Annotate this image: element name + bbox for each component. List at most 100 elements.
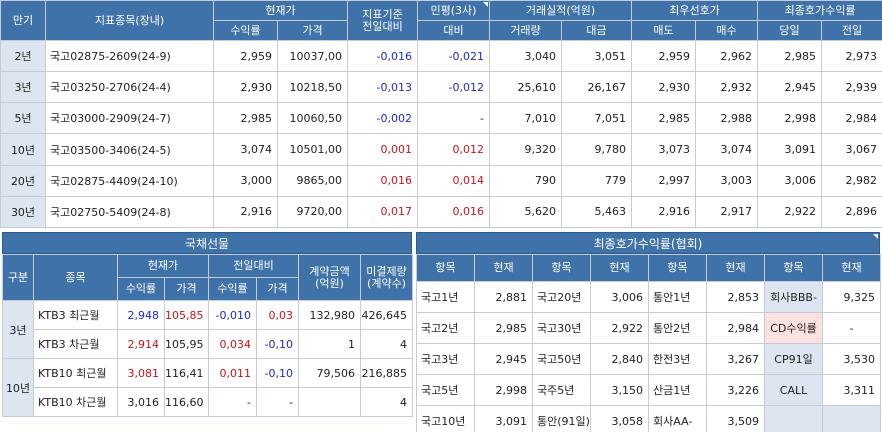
header-current: 현재가 [213, 0, 348, 21]
yield-change-cell: 0,011 [208, 358, 257, 388]
price-cell: 10218,50 [277, 71, 348, 104]
rate-item-cell[interactable]: 통안(91일) [532, 405, 591, 432]
issue-cell[interactable]: 국고02875-4409(24-10) [45, 164, 214, 197]
issue-cell[interactable]: 국고02750-5409(24-8) [45, 195, 214, 229]
table-row[interactable]: KTB3 차근월 2,914 105,95 0,034 -0,10 1 4 [3, 329, 414, 359]
bid-cell: 3,003 [694, 164, 759, 197]
rate-value-cell: 3,091 [474, 405, 533, 432]
header-tenor: 만기 [0, 0, 46, 41]
issue-cell[interactable]: 국고03500-3406(24-5) [45, 133, 214, 166]
rate-value-cell: 2,984 [706, 312, 765, 344]
rate-item-cell[interactable]: 통안1년 [648, 281, 707, 313]
table-row[interactable]: 10년 KTB10 최근월 3,081 116,41 0,011 -0,10 79,506 2… [2, 358, 414, 417]
rate-value-cell: 3,006 [590, 281, 649, 313]
futures-panel-title: 국채선물 [2, 232, 412, 254]
price-cell: 116,41 [164, 358, 209, 388]
header-price-change: 가격 [255, 277, 300, 301]
min-avg-diff-cell: 0,012 [417, 133, 490, 166]
rate-item-cell[interactable]: 회사AA- [648, 405, 707, 432]
rate-item-cell[interactable]: 국고5년 [416, 374, 475, 406]
header-item: 항목 [764, 254, 823, 282]
table-row[interactable]: 5년 국고03000-2909(24-7) 2,985 10060,50 -0,002-… [0, 102, 882, 135]
futures-item-cell[interactable]: KTB10 차근월 [33, 387, 118, 417]
header-current: 현재 [474, 254, 533, 282]
benchmark-bond-table: 만기 지표종목(장내) 현재가 지표기준 전일대비 민평(3사) 거래실적(억원… [0, 0, 882, 229]
yield-cell: 2,948 [117, 300, 165, 330]
ask-cell: 2,959 [631, 39, 696, 73]
table-row[interactable]: 10년 국고03500-3406(24-5) 3,074 10501,00 0,001 0… [0, 133, 882, 166]
header-yield: 수익률 [213, 20, 278, 41]
header-group: 구분 [2, 254, 34, 301]
ask-cell: 3,073 [631, 133, 696, 166]
rate-item-cell[interactable]: CD수익률 [764, 312, 823, 344]
tenor-cell: 20년 [0, 164, 46, 197]
today-yield-cell: 2,945 [757, 71, 823, 104]
header-yield: 수익률 [117, 277, 165, 301]
amount-cell: 9,780 [561, 133, 632, 166]
price-cell: 116,60 [164, 387, 209, 417]
yield-cell: 3,016 [117, 387, 165, 417]
issue-cell[interactable]: 국고03000-2909(24-7) [45, 102, 214, 135]
futures-item-cell[interactable]: KTB10 최근월 [33, 358, 118, 388]
price-cell: 9720,00 [277, 195, 348, 229]
volume-cell: 7,010 [489, 102, 562, 135]
table-row[interactable]: 3년 국고03250-2706(24-4) 2,930 10218,50 -0,013-… [0, 71, 882, 104]
header-volume-group: 거래실적(억원) [489, 0, 632, 21]
rate-item-cell[interactable]: 산금1년 [648, 374, 707, 406]
ask-cell: 2,930 [631, 71, 696, 104]
futures-item-cell[interactable]: KTB3 최근월 [33, 300, 118, 330]
rate-item-cell[interactable]: 통안2년 [648, 312, 707, 344]
rate-item-cell[interactable]: 한전3년 [648, 343, 707, 375]
table-row[interactable]: 3년 KTB3 최근월 2,948 105,85 -0,010 0,03 132,980 42… [2, 300, 414, 359]
futures-table: 구분 종목 현재가 전일대비 계약금액 (억원) 미결제량 (계약수) 수익률 … [2, 254, 414, 417]
min-avg-diff-cell: -0,021 [417, 39, 490, 73]
issue-cell[interactable]: 국고03250-2706(24-4) [45, 71, 214, 104]
prev-yield-cell: 2,984 [821, 102, 882, 135]
rate-item-cell[interactable]: 국고1년 [416, 281, 475, 313]
rate-item-cell[interactable]: 국고10년 [416, 405, 475, 432]
rate-item-cell[interactable]: CP91일 [764, 343, 823, 375]
rate-item-cell[interactable]: 국고20년 [532, 281, 591, 313]
header-item: 항목 [532, 254, 591, 282]
header-price: 가격 [277, 20, 348, 41]
table-row: 국고2년 2,985 국고30년 2,922 통안2년 2,984 CD수익률 - [416, 312, 881, 344]
contract-amount-cell: 132,980 [298, 300, 362, 330]
rate-item-cell[interactable] [764, 405, 823, 432]
group-cell: 3년 [2, 300, 34, 359]
amount-cell: 3,051 [561, 39, 632, 73]
amount-cell: 779 [561, 164, 632, 197]
table-row[interactable]: KTB10 차근월 3,016 116,60- -4 [3, 387, 414, 417]
rate-value-cell: 3,226 [706, 374, 765, 406]
rate-item-cell[interactable]: 회사BBB- [764, 281, 823, 313]
header-contract-amount: 계약금액 (억원) [298, 254, 362, 301]
rate-value-cell: 2,922 [590, 312, 649, 344]
final-quote-yield-table: 항목 현재 항목 현재 항목 현재 항목 현재 국고1년 2,881 국고20년 3,006 통안1년… [416, 254, 881, 432]
futures-item-cell[interactable]: KTB3 차근월 [33, 329, 118, 359]
header-current: 현재가 [117, 254, 209, 278]
header-volume: 거래량 [489, 20, 562, 41]
yield-cell: 3,074 [213, 133, 278, 166]
issue-cell[interactable]: 국고02875-2609(24-9) [45, 39, 214, 73]
rate-item-cell[interactable]: 국주5년 [532, 374, 591, 406]
rate-item-cell[interactable]: 국고2년 [416, 312, 475, 344]
open-interest-cell: 4 [360, 387, 414, 417]
rates-panel-title: 최종호가수익률(협회) [416, 232, 880, 254]
ask-cell: 2,916 [631, 195, 696, 229]
tenor-cell: 5년 [0, 102, 46, 135]
table-row[interactable]: 2년 국고02875-2609(24-9) 2,959 10037,00 -0,016-… [0, 39, 882, 73]
table-row[interactable]: 30년 국고02750-5409(24-8) 2,916 9720,00 0,017 0,… [0, 195, 882, 229]
table-row: 국고3년 2,945 국고50년 2,840 한전3년 3,267 CP91일 3,530 [416, 343, 881, 375]
rate-value-cell: 2,945 [474, 343, 533, 375]
rate-value-cell: 3,530 [822, 343, 881, 375]
table-row[interactable]: 20년 국고02875-4409(24-10) 3,000 9865,00 0,016 0… [0, 164, 882, 197]
rate-value-cell: 3,058 [590, 405, 649, 432]
today-yield-cell: 3,091 [757, 133, 823, 166]
header-current: 현재 [590, 254, 649, 282]
rate-item-cell[interactable]: 국고50년 [532, 343, 591, 375]
price-cell: 10037,00 [277, 39, 348, 73]
volume-cell: 25,610 [489, 71, 562, 104]
rate-item-cell[interactable]: 국고30년 [532, 312, 591, 344]
rate-item-cell[interactable]: CALL [764, 374, 823, 406]
rate-item-cell[interactable]: 국고3년 [416, 343, 475, 375]
rate-value-cell: 9,325 [822, 281, 881, 313]
